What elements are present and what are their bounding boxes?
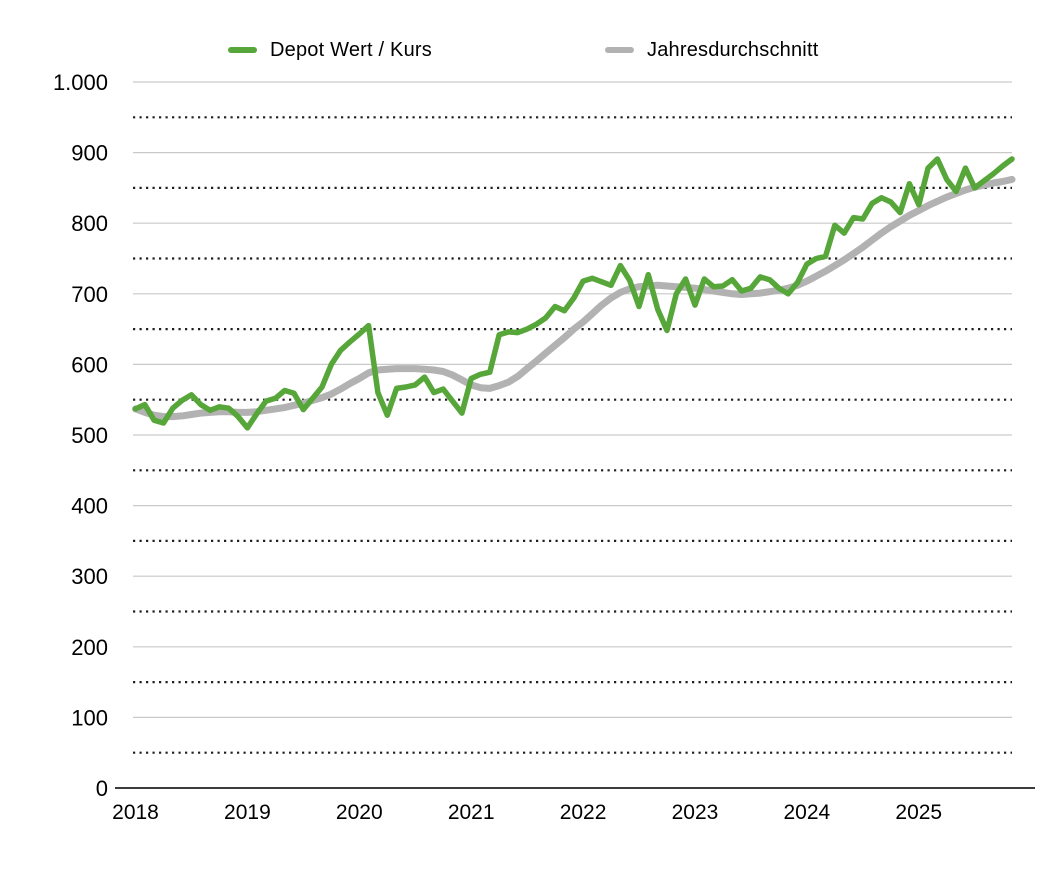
y-tick-label: 200 — [71, 635, 108, 660]
y-tick-label: 300 — [71, 564, 108, 589]
y-tick-label: 800 — [71, 211, 108, 236]
depot-legend-label: Depot Wert / Kurs — [270, 38, 432, 61]
legend-item-average: Jahresdurchschnitt — [605, 38, 818, 62]
x-tick-label: 2021 — [448, 801, 495, 824]
average-series-swatch — [605, 47, 634, 53]
average-legend-label: Jahresdurchschnitt — [647, 38, 819, 61]
y-tick-label: 900 — [71, 141, 108, 166]
x-tick-label: 2018 — [112, 801, 159, 824]
x-tick-label: 2023 — [672, 801, 719, 824]
legend: Depot Wert / Kurs Jahresdurchschnitt — [0, 0, 1060, 70]
y-tick-label: 0 — [96, 776, 108, 801]
y-tick-label: 100 — [71, 705, 108, 730]
x-tick-label: 2025 — [895, 801, 942, 824]
y-tick-label: 600 — [71, 352, 108, 377]
x-tick-label: 2019 — [224, 801, 271, 824]
y-tick-label: 1.000 — [53, 70, 108, 95]
legend-item-depot: Depot Wert / Kurs — [228, 38, 432, 62]
x-tick-label: 2022 — [560, 801, 607, 824]
depot-series-swatch — [228, 47, 257, 53]
depot-wert-line — [132, 156, 1015, 431]
x-tick-label: 2024 — [784, 801, 831, 824]
x-tick-label: 2020 — [336, 801, 383, 824]
y-tick-label: 700 — [71, 282, 108, 307]
y-tick-label: 400 — [71, 494, 108, 519]
y-tick-label: 500 — [71, 423, 108, 448]
jahresdurchschnitt-line — [132, 175, 1016, 421]
